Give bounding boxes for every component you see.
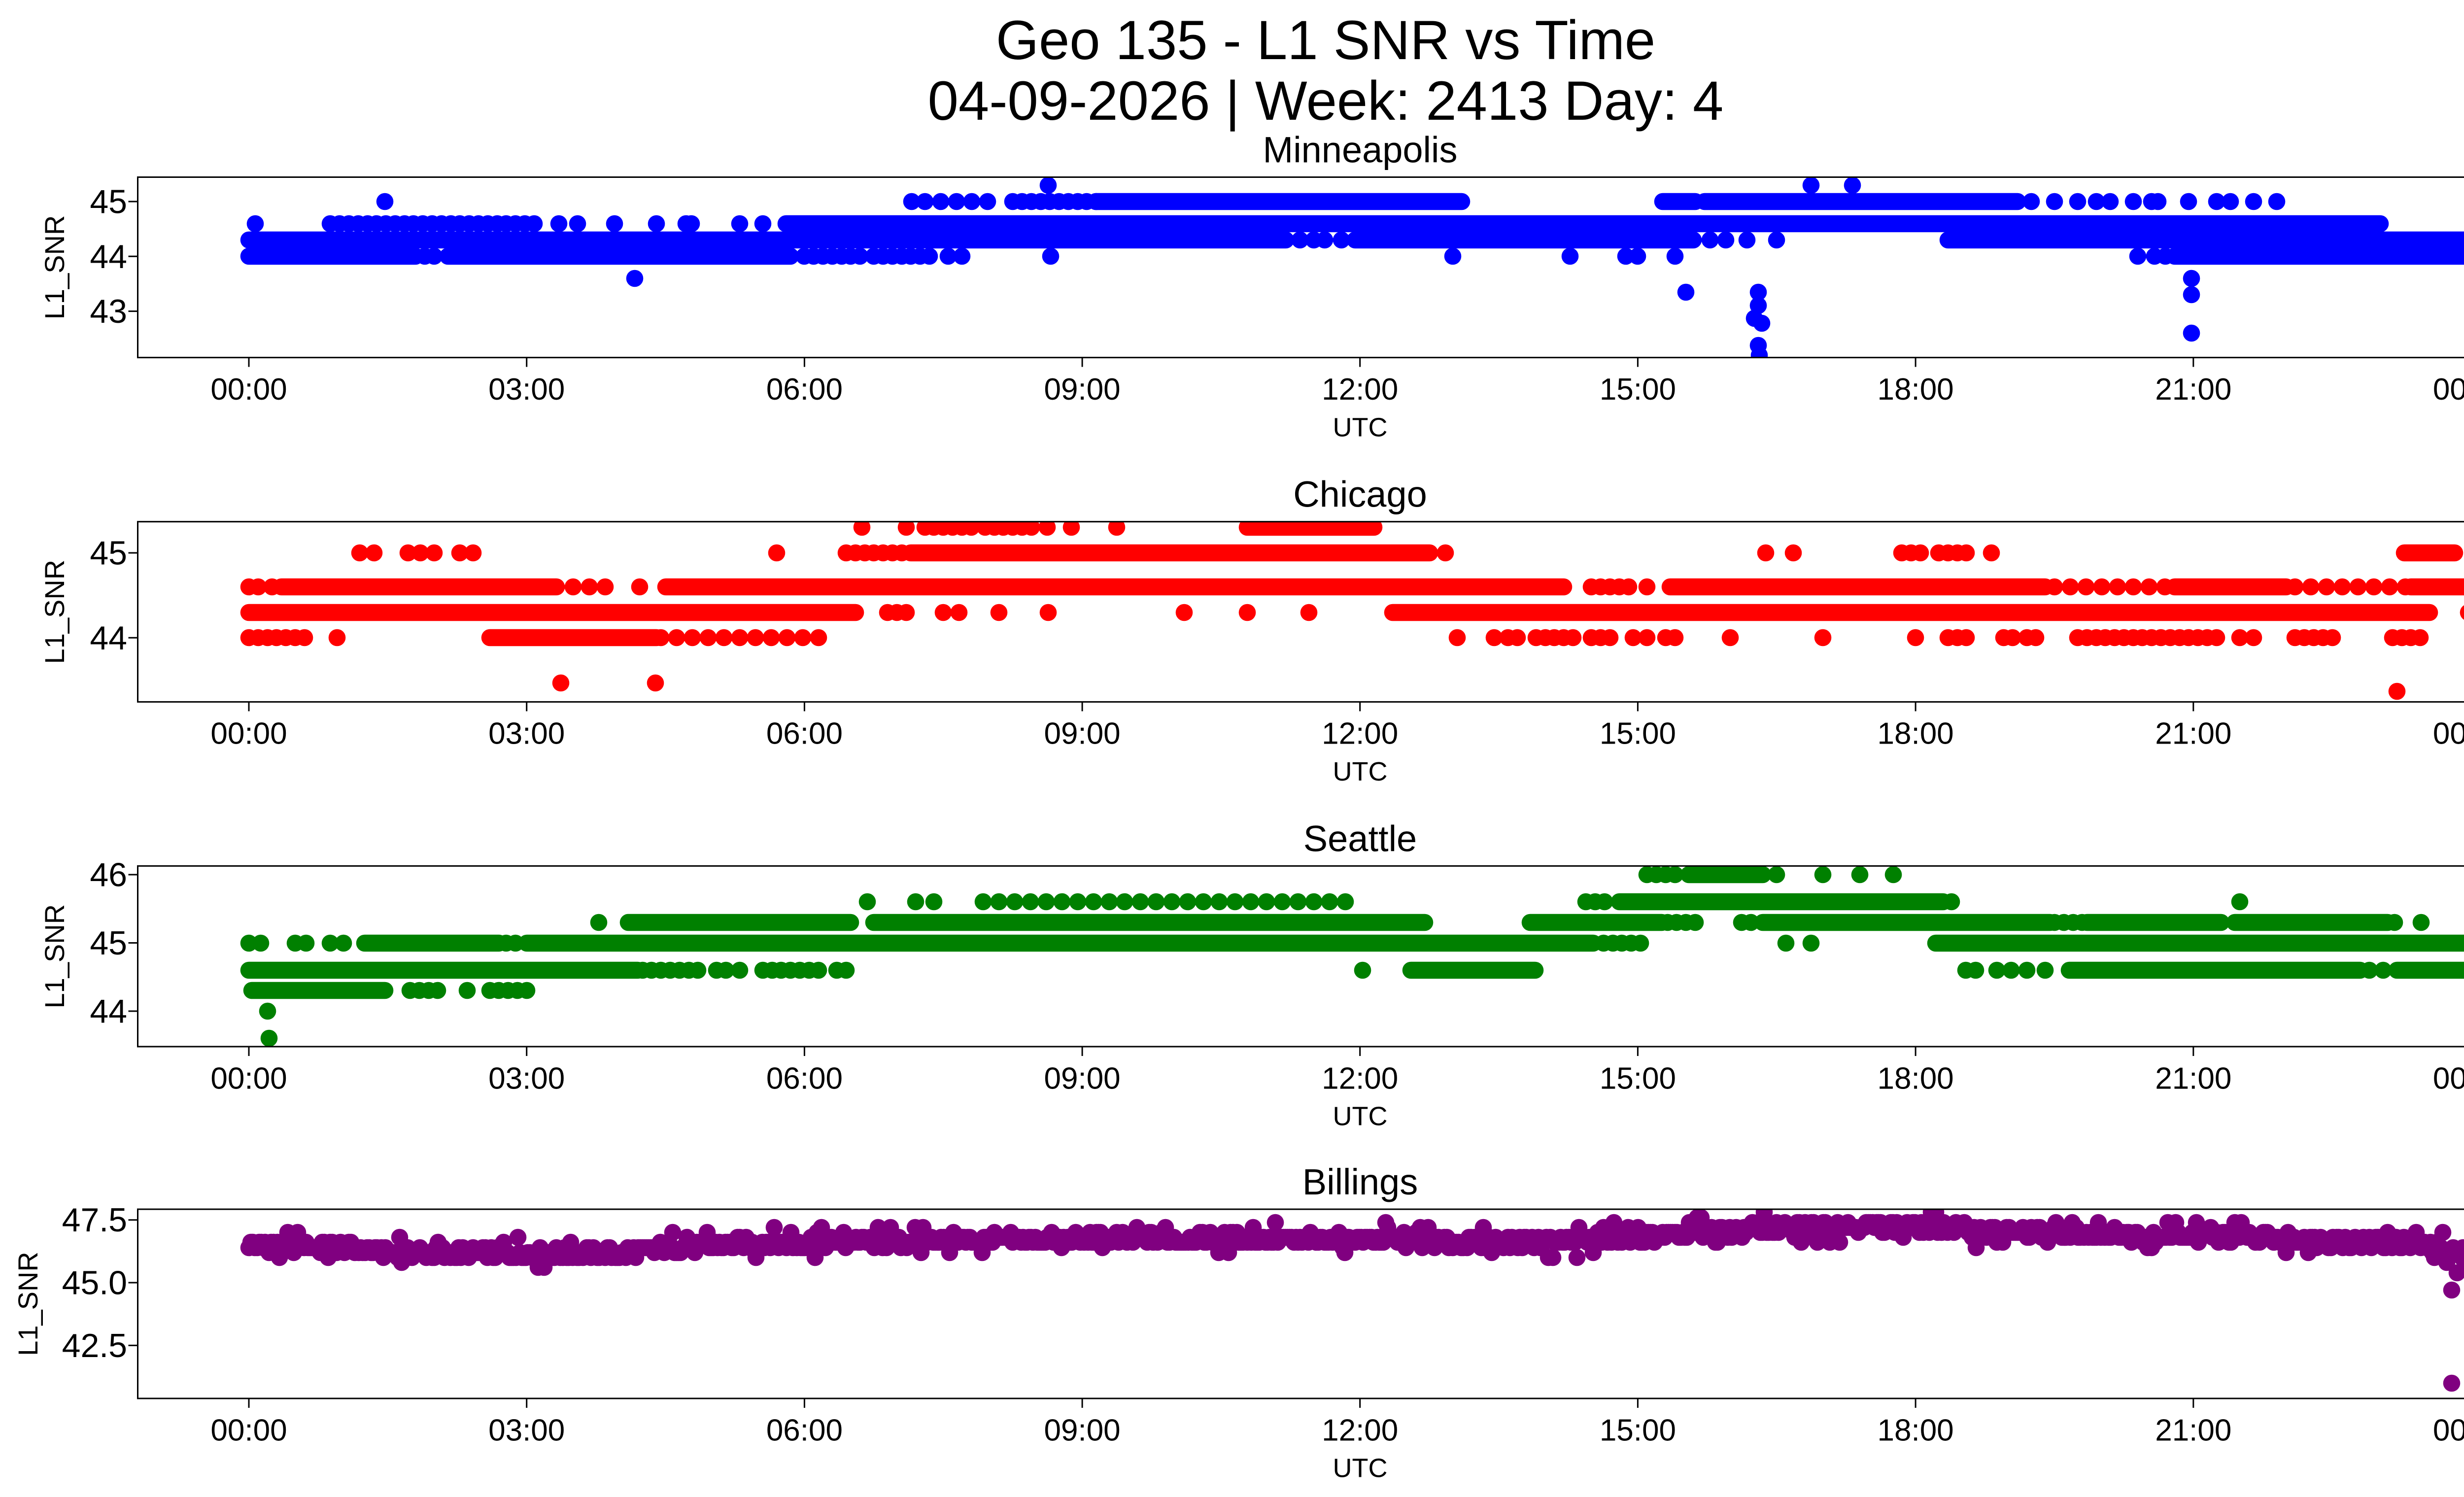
svg-text:44: 44 xyxy=(90,993,127,1030)
svg-text:21:00: 21:00 xyxy=(2155,1413,2231,1447)
svg-text:45: 45 xyxy=(90,535,127,572)
svg-text:Seattle: Seattle xyxy=(1303,818,1417,859)
svg-text:00:00: 00:00 xyxy=(210,373,287,407)
svg-text:Billings: Billings xyxy=(1302,1161,1418,1202)
svg-text:43: 43 xyxy=(90,293,127,330)
svg-text:00:00: 00:00 xyxy=(210,717,287,751)
svg-text:18:00: 18:00 xyxy=(1878,373,1954,407)
svg-text:47.5: 47.5 xyxy=(62,1201,127,1239)
svg-text:00:00: 00:00 xyxy=(2433,1413,2464,1447)
svg-text:12:00: 12:00 xyxy=(1322,1061,1398,1095)
svg-text:UTC: UTC xyxy=(1333,1102,1388,1131)
svg-text:42.5: 42.5 xyxy=(62,1327,127,1364)
svg-text:44: 44 xyxy=(90,619,127,657)
svg-text:15:00: 15:00 xyxy=(1600,717,1676,751)
svg-text:L1_SNR: L1_SNR xyxy=(12,1252,43,1356)
svg-text:21:00: 21:00 xyxy=(2155,373,2231,407)
svg-text:09:00: 09:00 xyxy=(1044,1061,1121,1095)
svg-text:Geo 135 - L1 SNR vs Time: Geo 135 - L1 SNR vs Time xyxy=(996,9,1655,71)
svg-text:09:00: 09:00 xyxy=(1044,373,1121,407)
svg-text:00:00: 00:00 xyxy=(210,1061,287,1095)
svg-text:06:00: 06:00 xyxy=(766,717,843,751)
svg-text:46: 46 xyxy=(90,856,127,894)
svg-text:06:00: 06:00 xyxy=(766,373,843,407)
svg-text:45: 45 xyxy=(90,924,127,962)
svg-text:Chicago: Chicago xyxy=(1293,474,1427,515)
svg-text:15:00: 15:00 xyxy=(1600,1061,1676,1095)
svg-text:L1_SNR: L1_SNR xyxy=(39,560,70,664)
svg-text:L1_SNR: L1_SNR xyxy=(39,904,70,1009)
svg-text:15:00: 15:00 xyxy=(1600,1413,1676,1447)
svg-text:00:00: 00:00 xyxy=(2433,717,2464,751)
svg-text:09:00: 09:00 xyxy=(1044,717,1121,751)
svg-text:Minneapolis: Minneapolis xyxy=(1263,130,1458,170)
svg-text:00:00: 00:00 xyxy=(2433,373,2464,407)
svg-text:12:00: 12:00 xyxy=(1322,1413,1398,1447)
svg-text:18:00: 18:00 xyxy=(1878,717,1954,751)
svg-text:06:00: 06:00 xyxy=(766,1061,843,1095)
svg-text:L1_SNR: L1_SNR xyxy=(39,215,70,320)
svg-text:44: 44 xyxy=(90,238,127,275)
svg-text:15:00: 15:00 xyxy=(1600,373,1676,407)
svg-text:06:00: 06:00 xyxy=(766,1413,843,1447)
svg-text:UTC: UTC xyxy=(1333,757,1388,786)
svg-text:18:00: 18:00 xyxy=(1878,1061,1954,1095)
svg-text:12:00: 12:00 xyxy=(1322,717,1398,751)
svg-text:03:00: 03:00 xyxy=(488,1413,565,1447)
svg-text:45: 45 xyxy=(90,183,127,221)
svg-text:00:00: 00:00 xyxy=(210,1413,287,1447)
svg-text:03:00: 03:00 xyxy=(488,1061,565,1095)
svg-text:00:00: 00:00 xyxy=(2433,1061,2464,1095)
svg-text:04-09-2026 | Week: 2413 Day: 4: 04-09-2026 | Week: 2413 Day: 4 xyxy=(928,70,1724,132)
svg-text:18:00: 18:00 xyxy=(1878,1413,1954,1447)
svg-text:09:00: 09:00 xyxy=(1044,1413,1121,1447)
svg-text:12:00: 12:00 xyxy=(1322,373,1398,407)
svg-text:UTC: UTC xyxy=(1333,412,1388,442)
svg-text:UTC: UTC xyxy=(1333,1454,1388,1483)
svg-text:21:00: 21:00 xyxy=(2155,1061,2231,1095)
svg-text:45.0: 45.0 xyxy=(62,1264,127,1302)
svg-text:03:00: 03:00 xyxy=(488,717,565,751)
svg-text:03:00: 03:00 xyxy=(488,373,565,407)
svg-text:21:00: 21:00 xyxy=(2155,717,2231,751)
